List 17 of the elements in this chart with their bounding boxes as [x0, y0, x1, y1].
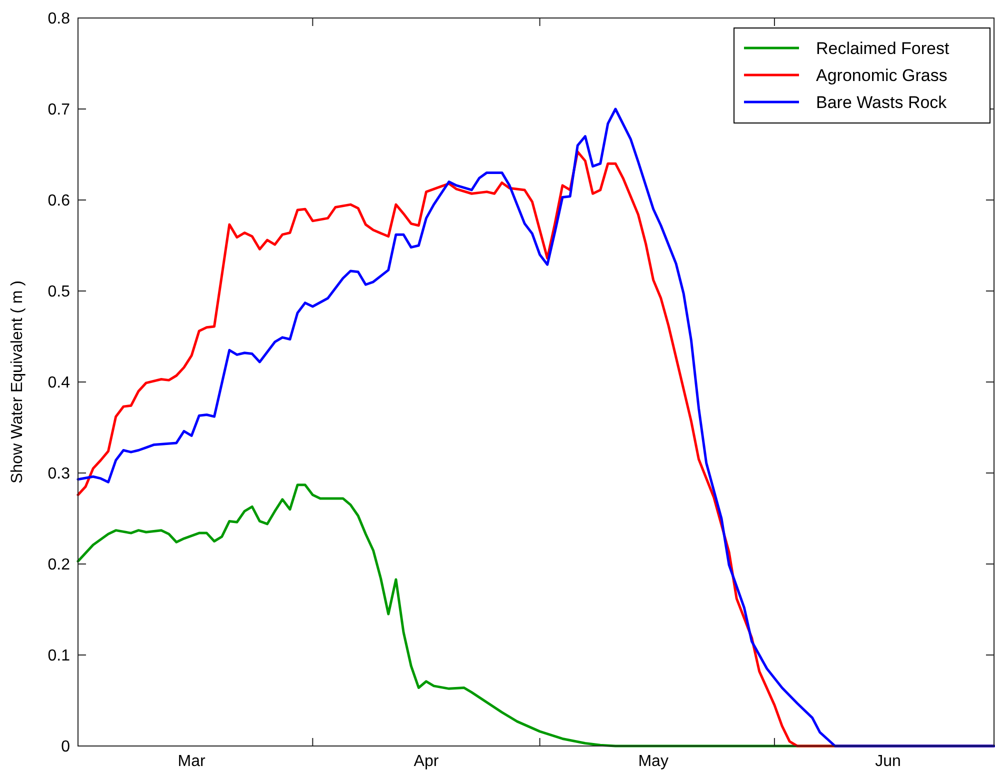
y-tick-label: 0: [61, 738, 70, 756]
y-tick-label: 0.5: [48, 284, 70, 301]
y-tick-label: 0.1: [48, 648, 70, 665]
x-tick-label: May: [638, 753, 668, 770]
x-tick-label: Mar: [178, 753, 206, 770]
x-tick-label: Jun: [875, 753, 901, 770]
y-tick-label: 0.3: [48, 466, 70, 483]
y-tick-label: 0.6: [48, 192, 70, 210]
legend-label: Bare Wasts Rock: [816, 92, 948, 112]
legend-label: Reclaimed Forest: [816, 38, 950, 58]
y-tick-label: 0.2: [48, 556, 70, 574]
y-tick-label: 0.7: [48, 102, 70, 119]
x-tick-label: Apr: [414, 753, 440, 770]
y-axis-title: Show Water Equivalent ( m ): [9, 280, 26, 484]
y-tick-label: 0.4: [48, 374, 70, 392]
legend-label: Agronomic Grass: [816, 66, 948, 85]
y-tick-label: 0.8: [48, 10, 70, 28]
